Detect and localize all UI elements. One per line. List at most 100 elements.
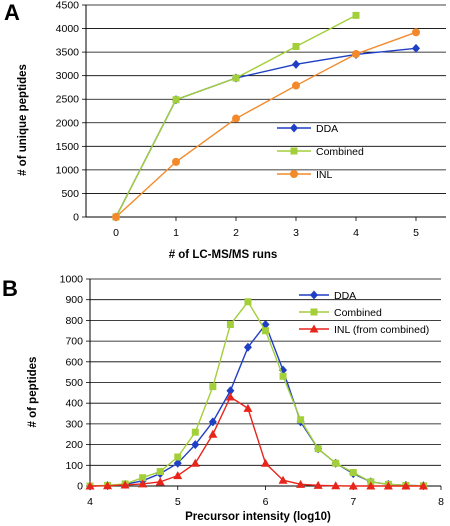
legend-marker: [309, 324, 319, 333]
y-tick-label: 3500: [56, 47, 80, 59]
y-axis-title: # of unique peptides: [17, 64, 29, 176]
legend-item: Combined: [277, 146, 364, 158]
data-point: [418, 481, 428, 490]
legend-label: Combined: [334, 307, 382, 319]
data-point: [352, 49, 360, 58]
y-tick-label: 4500: [56, 0, 80, 12]
data-point: [155, 477, 165, 486]
y-tick-label: 700: [65, 336, 83, 348]
data-point: [156, 468, 164, 476]
x-tick-label: 8: [438, 496, 444, 508]
y-axis-title: # of peptides: [27, 357, 39, 428]
legend-label: DDA: [334, 290, 356, 302]
y-tick-label: 1000: [56, 164, 80, 176]
legend-label: INL: [316, 169, 333, 181]
data-point: [262, 327, 269, 335]
data-point: [348, 481, 358, 490]
data-point: [331, 481, 341, 490]
data-point: [349, 469, 357, 477]
data-point: [314, 445, 322, 453]
gridlines: [90, 278, 441, 466]
legend-item: DDA: [299, 290, 356, 302]
y-tick-label: 500: [65, 377, 83, 389]
y-tick-label: 300: [65, 418, 83, 430]
x-tick-label: 5: [413, 227, 419, 239]
data-point: [243, 342, 252, 352]
data-point: [225, 392, 235, 401]
data-point: [85, 481, 95, 490]
data-point: [279, 372, 287, 380]
data-point: [383, 481, 393, 490]
data-point: [226, 386, 235, 396]
series-line: [115, 31, 417, 218]
panel-label: B: [2, 276, 18, 301]
legend-marker: [310, 308, 318, 316]
legend-label: Combined: [316, 146, 364, 158]
x-tick-label: 4: [87, 496, 93, 508]
x-tick-labels: 4 5 6 7 8: [87, 496, 444, 508]
series-line: [89, 323, 424, 487]
data-point: [366, 481, 376, 490]
data-point: [243, 403, 253, 412]
legend: DDA Combined INL: [277, 123, 364, 181]
x-tick-labels: 0 1 2 3 4 5: [113, 227, 419, 239]
panel-label: A: [4, 0, 20, 25]
y-tick-label: 1500: [56, 141, 80, 153]
x-axis-title: # of LC-MS/MS runs: [169, 249, 278, 261]
series-layer: [112, 11, 420, 222]
data-point: [173, 458, 182, 468]
y-tick-label: 200: [65, 439, 83, 451]
gridlines: [86, 4, 446, 194]
data-point: [208, 417, 217, 427]
data-point: [313, 480, 323, 489]
series-dda: [112, 43, 420, 222]
y-tick-label: 0: [77, 481, 83, 493]
y-tick-label: 600: [65, 356, 83, 368]
data-point: [244, 298, 252, 306]
x-tick-label: 0: [113, 227, 119, 239]
y-tick-labels: 0 100 200 300 400 500 600 700 800 900 1000: [60, 274, 84, 493]
data-point: [174, 453, 182, 461]
x-tick-label: 2: [233, 227, 239, 239]
data-point: [232, 74, 240, 82]
data-point: [172, 96, 180, 104]
data-point: [261, 458, 270, 467]
data-point: [112, 213, 120, 221]
y-tick-label: 800: [65, 315, 83, 327]
x-tick-label: 3: [293, 227, 299, 239]
y-tick-label: 3000: [56, 70, 80, 82]
legend-marker: [290, 170, 298, 178]
y-tick-label: 2000: [56, 117, 80, 129]
data-point: [208, 429, 218, 438]
series-layer: [85, 298, 428, 491]
data-point: [297, 416, 305, 424]
legend-item: Combined: [299, 307, 382, 319]
data-point: [232, 114, 240, 123]
x-tick-label: 7: [350, 496, 356, 508]
data-point: [173, 471, 183, 480]
x-tick-label: 4: [353, 227, 359, 239]
y-tick-labels: 0 500 1000 1500 2000 2500 3000 3500 4000 4500: [56, 0, 80, 224]
data-point: [172, 157, 180, 166]
data-point: [120, 480, 130, 489]
legend-marker: [310, 290, 318, 300]
y-tick-label: 900: [65, 294, 83, 306]
legend-label: DDA: [316, 123, 338, 135]
data-point: [412, 43, 420, 53]
y-tick-label: 1000: [60, 274, 84, 286]
legend-marker: [290, 123, 298, 133]
data-point: [401, 481, 411, 490]
series-inl-from-combined-: [85, 392, 428, 490]
x-axis-title: Precursor intensity (log10): [185, 511, 331, 523]
y-tick-label: 2500: [56, 94, 80, 106]
data-point: [139, 474, 147, 482]
data-point: [138, 479, 148, 488]
data-point: [352, 11, 360, 19]
data-point: [103, 481, 113, 490]
data-point: [292, 81, 300, 90]
data-point: [226, 321, 234, 329]
legend-item: DDA: [277, 123, 338, 135]
y-tick-label: 0: [73, 212, 79, 224]
y-tick-label: 400: [65, 398, 83, 410]
